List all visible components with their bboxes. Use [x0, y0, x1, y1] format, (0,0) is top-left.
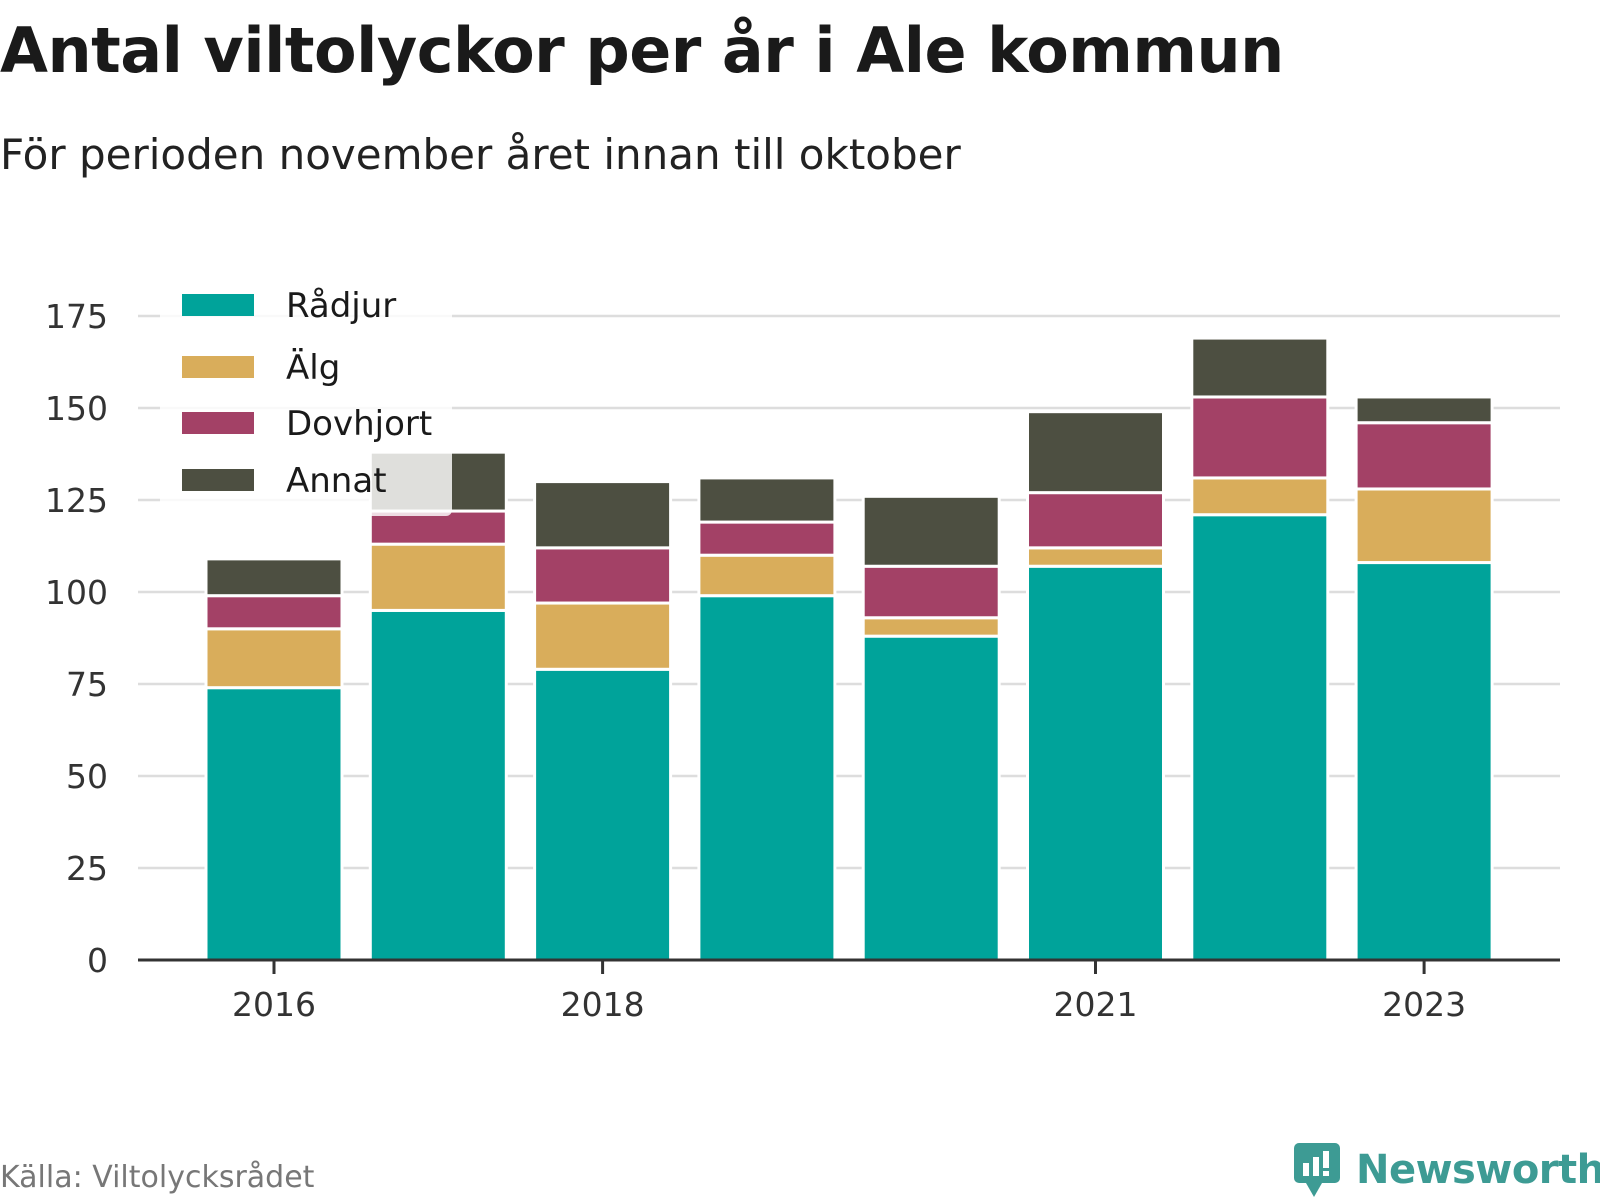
legend-label: Rådjur: [286, 286, 396, 326]
newsworthy-logo: Newsworthy: [1292, 1140, 1600, 1200]
newsworthy-logo-icon: [1294, 1143, 1340, 1197]
y-tick-label: 125: [45, 481, 108, 520]
x-tick-label: 2021: [1054, 985, 1138, 1024]
bar-segment-rådjur: [1026, 564, 1165, 962]
bar-stack-2022: [1190, 336, 1330, 962]
legend-item-dovhjort: Dovhjort: [182, 404, 432, 444]
bar-segment-dovhjort: [861, 564, 1001, 620]
bar-segment-älg: [368, 542, 508, 612]
legend-item-älg: Älg: [182, 348, 340, 388]
bar-stack-2019: [697, 476, 837, 962]
bar-segment-älg: [1190, 476, 1330, 517]
y-tick-label: 150: [45, 389, 108, 428]
bar-segment-dovhjort: [697, 520, 837, 557]
legend-swatch: [182, 469, 254, 491]
bar-stack-2023: [1354, 395, 1494, 962]
y-tick-label: 25: [66, 849, 108, 888]
bar-segment-dovhjort: [1026, 491, 1165, 550]
bar-segment-annat: [533, 480, 673, 550]
x-tick-label: 2018: [561, 985, 645, 1024]
bar-segment-annat: [861, 494, 1001, 568]
bar-segment-rådjur: [368, 608, 508, 962]
x-axis: [138, 958, 1560, 974]
legend-swatch: [182, 294, 254, 316]
bar-segment-annat: [1190, 336, 1330, 399]
bar-segment-älg: [861, 616, 1001, 638]
legend-swatch: [182, 356, 254, 378]
bar-segment-rådjur: [204, 686, 344, 962]
chart-title: Antal viltolyckor per år i Ale kommun: [0, 14, 1284, 87]
bar-segment-älg: [204, 627, 344, 690]
bar-segment-annat: [697, 476, 837, 524]
bars: [204, 336, 1494, 962]
bar-segment-dovhjort: [1354, 421, 1494, 491]
bar-segment-rådjur: [533, 667, 673, 962]
legend: Rådjur Älg Dovhjort Annat: [160, 276, 452, 516]
legend-label: Älg: [286, 348, 340, 388]
y-axis-labels: 0 25 50 75 100 125 150 175: [45, 297, 108, 980]
bar-segment-rådjur: [861, 634, 1001, 962]
legend-background: [160, 276, 452, 516]
bar-segment-rådjur: [697, 594, 837, 962]
legend-label: Annat: [286, 461, 387, 501]
y-tick-label: 175: [45, 297, 108, 336]
bar-segment-älg: [697, 553, 837, 598]
bar-stack-2018: [533, 480, 673, 962]
y-tick-label: 0: [87, 941, 108, 980]
y-tick-label: 100: [45, 573, 108, 612]
bar-segment-älg: [1026, 546, 1165, 568]
x-axis-labels: 2016 2018 2021 2023: [232, 985, 1466, 1024]
bar-stack-2016: [204, 557, 344, 962]
bar-segment-annat: [1354, 395, 1494, 425]
bar-segment-rådjur: [1354, 561, 1494, 962]
brand-name: Newsworthy: [1356, 1147, 1600, 1193]
x-tick-label: 2023: [1382, 985, 1466, 1024]
bar-segment-annat: [204, 557, 344, 598]
y-tick-label: 75: [66, 665, 108, 704]
source-note: Källa: Viltolycksrådet: [0, 1160, 315, 1195]
bar-segment-älg: [1354, 487, 1494, 565]
bar-segment-annat: [1026, 410, 1165, 495]
y-tick-label: 50: [66, 757, 108, 796]
x-tick-label: 2016: [232, 985, 316, 1024]
legend-label: Dovhjort: [286, 404, 432, 444]
bar-stack-2021: [1026, 410, 1165, 962]
chart-subtitle: För perioden november året innan till ok…: [0, 130, 961, 179]
bar-segment-dovhjort: [204, 594, 344, 631]
bar-stack-2017: [368, 450, 508, 962]
bar-segment-älg: [533, 601, 673, 671]
bar-segment-dovhjort: [533, 546, 673, 605]
bar-stack-2020: [861, 494, 1001, 962]
legend-item-annat: Annat: [182, 461, 387, 501]
legend-item-rådjur: Rådjur: [182, 286, 396, 326]
bar-segment-rådjur: [1190, 513, 1330, 962]
bar-segment-dovhjort: [368, 509, 508, 546]
legend-swatch: [182, 412, 254, 434]
bar-segment-dovhjort: [1190, 395, 1330, 480]
